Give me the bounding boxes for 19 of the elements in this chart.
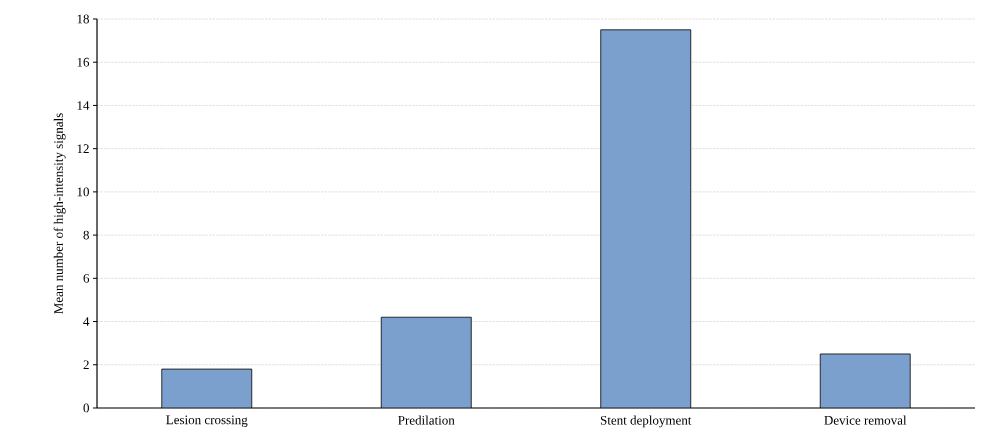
y-tick-label: 16 bbox=[77, 57, 90, 67]
y-tick-label: 2 bbox=[83, 360, 89, 370]
y-tick-label: 0 bbox=[83, 403, 89, 413]
x-tick-label: Predilation bbox=[398, 415, 455, 425]
y-tick-label: 12 bbox=[77, 144, 89, 153]
y-axis-title: Mean number of high-intensity signals bbox=[53, 113, 66, 314]
bar bbox=[381, 317, 472, 408]
x-tick-label: Device removal bbox=[824, 415, 907, 425]
bar bbox=[161, 369, 252, 408]
x-tick-label: Stent deployment bbox=[600, 415, 692, 428]
bar bbox=[600, 29, 691, 408]
y-tick-label: 14 bbox=[77, 101, 90, 110]
y-tick-label: 4 bbox=[83, 317, 90, 326]
y-tick-label: 10 bbox=[77, 187, 89, 197]
x-tick-label: Lesion crossing bbox=[166, 415, 248, 427]
y-tick-label: 6 bbox=[83, 273, 90, 283]
y-tick-label: 18 bbox=[77, 14, 89, 24]
y-tick-label: 8 bbox=[83, 230, 89, 240]
bar bbox=[819, 353, 911, 408]
